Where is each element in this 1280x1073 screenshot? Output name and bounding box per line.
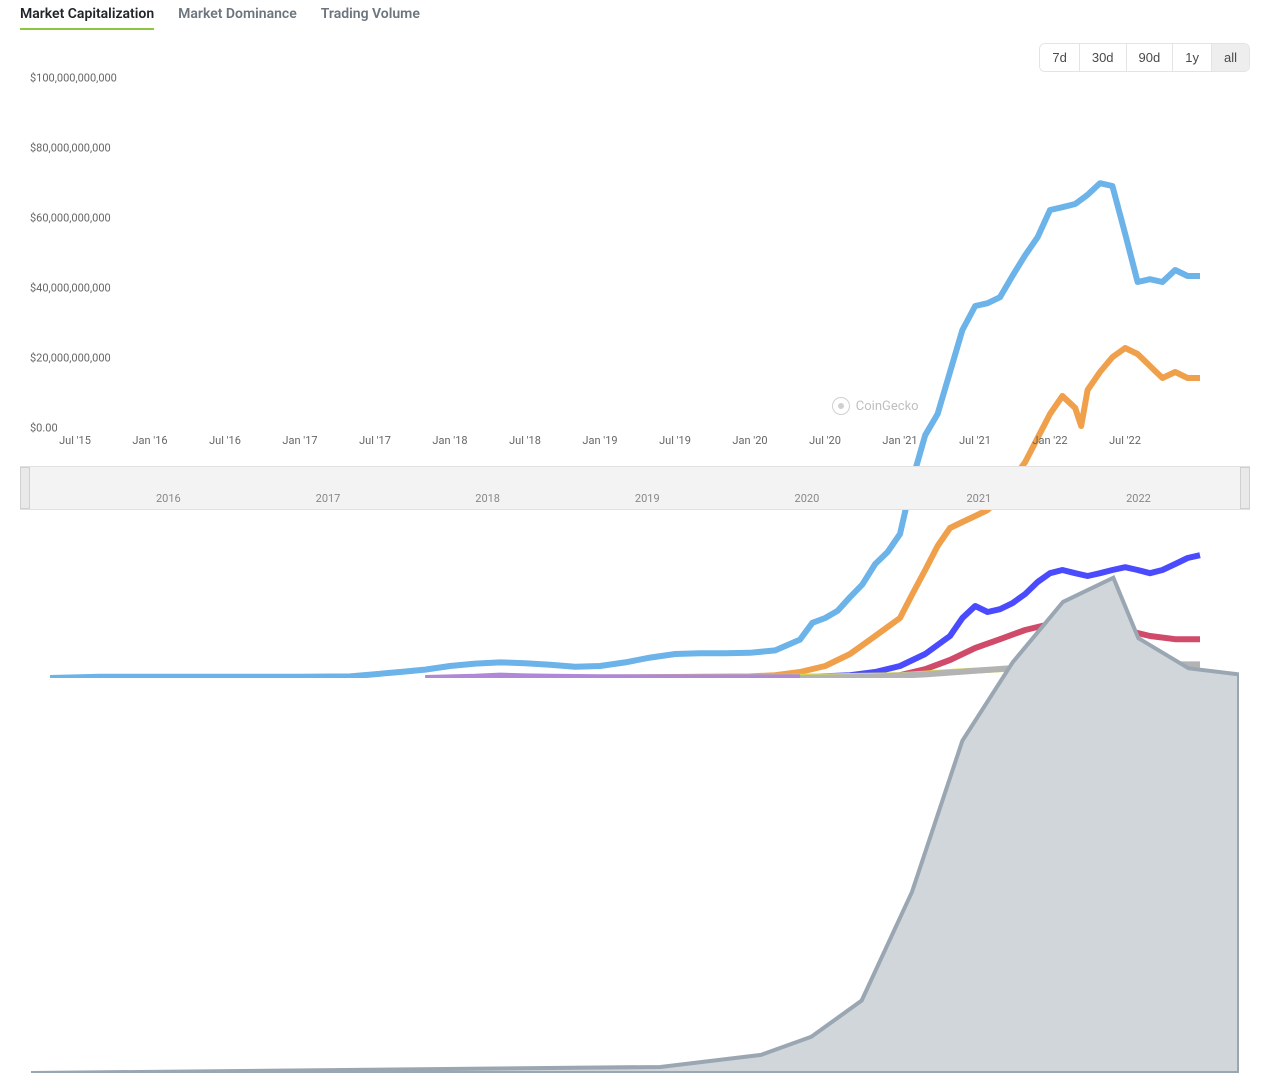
x-tick-label: Jul '19 xyxy=(659,434,691,447)
x-tick-label: Jan '21 xyxy=(882,434,917,447)
navigator-x-label: 2018 xyxy=(475,492,500,505)
range-1y[interactable]: 1y xyxy=(1173,44,1212,71)
tab-market-cap[interactable]: Market Capitalization xyxy=(20,6,154,30)
navigator-x-label: 2016 xyxy=(156,492,181,505)
range-30d[interactable]: 30d xyxy=(1080,44,1127,71)
tab-trading-volume[interactable]: Trading Volume xyxy=(321,6,420,30)
navigator-x-label: 2019 xyxy=(635,492,660,505)
navigator-area xyxy=(31,578,1239,1073)
x-tick-label: Jan '17 xyxy=(282,434,317,447)
navigator-x-label: 2021 xyxy=(966,492,991,505)
range-7d[interactable]: 7d xyxy=(1040,44,1079,71)
chart-tabs: Market Capitalization Market Dominance T… xyxy=(0,0,1280,31)
x-tick-label: Jul '18 xyxy=(509,434,541,447)
range-all[interactable]: all xyxy=(1212,44,1249,71)
range-row: 7d 30d 90d 1y all xyxy=(0,31,1280,72)
x-tick-label: Jan '16 xyxy=(132,434,167,447)
x-tick-label: Jan '19 xyxy=(582,434,617,447)
x-tick-label: Jul '15 xyxy=(59,434,91,447)
x-tick-label: Jul '21 xyxy=(959,434,991,447)
navigator-handle-right[interactable] xyxy=(1240,467,1250,509)
x-tick-label: Jan '22 xyxy=(1032,434,1067,447)
tab-market-dominance[interactable]: Market Dominance xyxy=(178,6,297,30)
x-tick-label: Jul '22 xyxy=(1109,434,1141,447)
x-tick-label: Jan '20 xyxy=(732,434,767,447)
navigator-x-label: 2022 xyxy=(1126,492,1151,505)
x-axis-labels: Jul '15 Jan '16 Jul '16 Jan '17 Jul '17 Jan '… xyxy=(50,434,1250,458)
x-tick-label: Jul '20 xyxy=(809,434,841,447)
navigator-handle-left[interactable] xyxy=(20,467,30,509)
x-tick-label: Jan '18 xyxy=(432,434,467,447)
range-group: 7d 30d 90d 1y all xyxy=(1039,43,1250,72)
navigator-x-label: 2020 xyxy=(795,492,820,505)
navigator-plot xyxy=(31,469,1239,1073)
navigator[interactable]: 2016 2017 2018 2019 2020 2021 2022 xyxy=(20,466,1250,510)
main-chart[interactable]: $0.00$20,000,000,000$40,000,000,000$60,0… xyxy=(20,78,1250,458)
x-tick-label: Jul '16 xyxy=(209,434,241,447)
x-tick-label: Jul '17 xyxy=(359,434,391,447)
navigator-x-label: 2017 xyxy=(316,492,341,505)
range-90d[interactable]: 90d xyxy=(1127,44,1174,71)
